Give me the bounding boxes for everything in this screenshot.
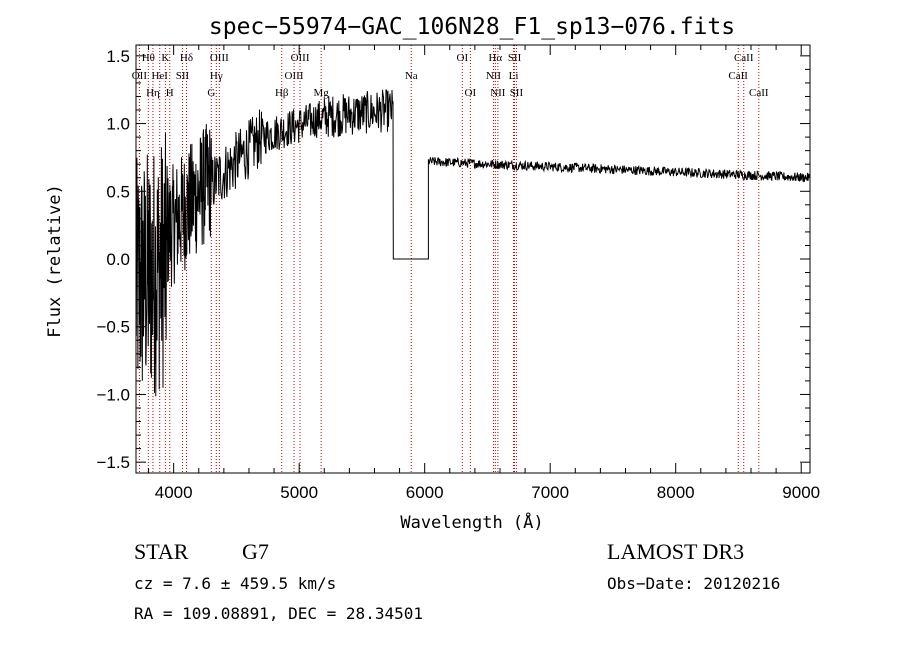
line-marker-label: Na [405,70,418,82]
y-tick-label: −1.0 [96,385,130,404]
line-marker-label: SII [176,70,190,82]
line-marker-label: Mg [313,87,329,99]
line-marker-label: Hδ [180,52,193,64]
line-marker-label: Li [509,70,519,82]
line-marker-label: H [166,87,174,99]
y-tick-label: 1.0 [106,115,130,134]
x-tick-label: 7000 [531,483,569,502]
line-marker-label: CaII [734,52,754,64]
line-marker-label: CaII [749,87,769,99]
y-tick-label: −0.5 [96,318,130,337]
line-marker-label: Hβ [275,87,289,99]
y-tick-label: 0.0 [106,250,130,269]
line-marker-label: OIII [285,70,304,82]
object-subclass: G7 [242,539,269,564]
y-tick-label: 0.5 [106,182,130,201]
chart-title: spec−55974−GAC_106N28_F1_sp13−076.fits [209,14,735,40]
line-marker-label: Hη [146,87,160,99]
line-marker-label: Hθ [142,52,155,64]
x-tick-label: 9000 [782,483,820,502]
line-marker-label: SII [508,52,522,64]
line-marker-label: NII [486,70,502,82]
x-axis: 4000 5000 6000 7000 8000 9000 [148,45,820,502]
line-marker-label: OII [132,70,148,82]
x-tick-label: 8000 [657,483,695,502]
line-marker-label: CaII [728,70,748,82]
line-marker-label: Hγ [210,70,223,82]
line-marker-label: K [161,52,169,64]
line-marker-label: OI [465,87,477,99]
y-tick-label: 1.5 [106,47,130,66]
x-tick-label: 5000 [280,483,318,502]
line-marker-label: SII [510,87,524,99]
x-axis-label: Wavelength (Å) [400,511,543,533]
survey-name: LAMOST DR3 [607,539,745,564]
redshift-velocity: cz = 7.6 ± 459.5 km/s [134,574,337,593]
line-marker-label: G [207,87,215,99]
x-tick-label: 4000 [155,483,193,502]
line-marker-label: OIII [210,52,229,64]
y-axis-label: Flux (relative) [45,184,65,338]
y-tick-label: −1.5 [96,453,130,472]
line-marker-label: Hα [488,52,502,64]
spectrum-line [135,89,811,397]
y-axis: −1.5 −1.0 −0.5 0.0 0.5 1.0 1.5 [96,47,810,472]
plot-frame [135,44,811,474]
coordinates: RA = 109.08891, DEC = 28.34501 [134,604,423,623]
object-class: STAR [134,539,189,564]
x-tick-label: 6000 [406,483,444,502]
line-marker-label: NII [490,87,506,99]
line-marker-label: HeI [151,70,168,82]
line-marker-label: OI [457,52,469,64]
line-marker-label: OIII [291,52,310,64]
observation-date: Obs−Date: 20120216 [607,574,781,593]
line-markers: OIIHθHηHeIKHSIIHδGHγOIIIHβOIIIOIIIMgNaOI… [132,45,769,473]
